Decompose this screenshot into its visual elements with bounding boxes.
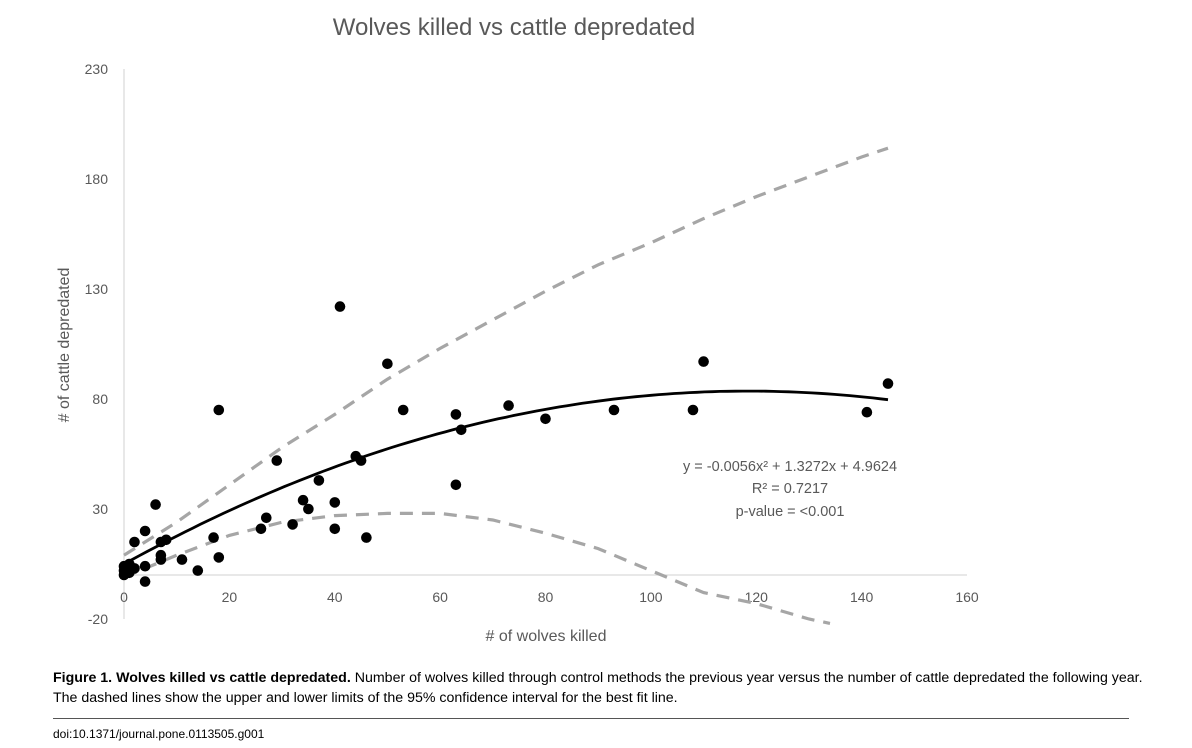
x-tick-label: 160 — [955, 589, 979, 605]
data-point — [450, 409, 462, 420]
x-axis-label: # of wolves killed — [486, 628, 607, 645]
x-tick-label: 40 — [327, 589, 343, 605]
x-tick-label: 60 — [432, 589, 448, 605]
figure-caption: Figure 1. Wolves killed vs cattle depred… — [53, 668, 1143, 708]
data-point — [329, 497, 341, 508]
data-point — [129, 563, 140, 574]
p-value: p-value = <0.001 — [736, 504, 845, 520]
x-tick-label: 140 — [850, 589, 874, 605]
data-point — [503, 400, 514, 411]
fit-equation: y = -0.0056x² + 1.3272x + 4.9624 — [683, 459, 897, 475]
scatter-chart: Wolves killed vs cattle depredated 0 20 40… — [56, 14, 979, 645]
data-point — [139, 576, 151, 587]
data-point — [139, 560, 151, 572]
caption-text: Number of wolves killed through control … — [53, 670, 1143, 706]
y-tick-label: 80 — [92, 391, 108, 407]
chart-title: Wolves killed vs cattle depredated — [333, 14, 695, 41]
r-squared: R² = 0.7217 — [752, 481, 828, 497]
data-point — [608, 404, 620, 416]
fit-annotations: y = -0.0056x² + 1.3272x + 4.9624 R² = 0.7… — [683, 459, 897, 520]
data-point — [361, 532, 372, 543]
data-points — [118, 301, 894, 587]
y-tick-label: 230 — [85, 61, 109, 77]
y-tick-label: 30 — [92, 501, 108, 517]
y-tick-label: -20 — [88, 611, 108, 627]
data-point — [861, 406, 873, 418]
x-tick-label: 0 — [120, 589, 128, 605]
y-tick-label: 130 — [85, 281, 109, 297]
data-point — [287, 519, 298, 530]
data-point — [882, 378, 894, 389]
divider — [53, 718, 1129, 719]
data-point — [450, 479, 462, 491]
caption-label: Figure 1. Wolves killed vs cattle depred… — [53, 670, 351, 686]
data-point — [313, 475, 325, 486]
data-point — [155, 549, 167, 561]
confidence-interval-lines — [123, 146, 889, 625]
ci-lower-line — [123, 511, 831, 625]
data-point — [397, 404, 409, 416]
data-point — [261, 512, 272, 524]
x-tick-label: 20 — [222, 589, 238, 605]
data-point — [213, 404, 225, 416]
data-point — [698, 356, 709, 367]
data-point — [334, 301, 346, 312]
data-point — [255, 523, 267, 535]
x-tick-label: 100 — [639, 589, 663, 605]
data-point — [540, 413, 551, 425]
best-fit-line — [123, 389, 889, 566]
data-point — [329, 523, 341, 535]
data-point — [129, 536, 140, 548]
data-point — [139, 525, 151, 537]
y-axis-label: # of cattle depredated — [56, 268, 73, 423]
data-point — [297, 494, 309, 506]
data-point — [192, 565, 204, 576]
ci-upper-line — [123, 146, 889, 557]
data-point — [176, 554, 188, 565]
data-point — [382, 358, 393, 370]
fit-line-group — [123, 389, 889, 566]
y-tick-label: 180 — [85, 171, 109, 187]
x-tick-label: 80 — [538, 589, 554, 605]
data-point — [213, 552, 225, 563]
data-point — [208, 532, 219, 543]
doi-text: doi:10.1371/journal.pone.0113505.g001 — [53, 727, 265, 741]
data-point — [687, 404, 699, 416]
data-point — [271, 455, 283, 466]
data-point — [150, 499, 161, 510]
data-point — [303, 503, 314, 515]
